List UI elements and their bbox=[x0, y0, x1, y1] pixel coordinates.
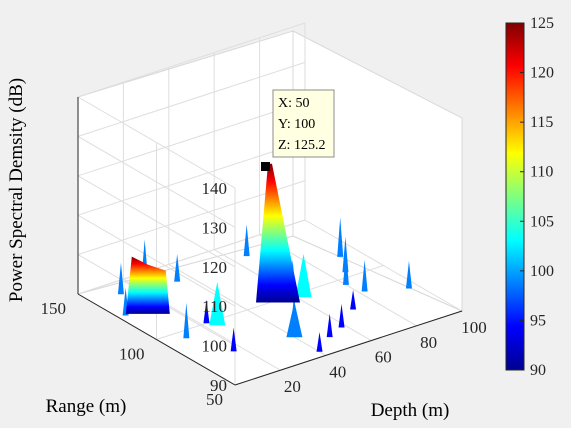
x-tick-label: 100 bbox=[461, 318, 487, 337]
x-axis-label: Depth (m) bbox=[371, 400, 450, 421]
secondary-peak bbox=[125, 256, 170, 314]
minor-peak bbox=[316, 332, 323, 352]
colorbar-tick-label: 115 bbox=[530, 114, 553, 131]
z-tick-label: 90 bbox=[210, 376, 227, 395]
z-tick-label: 110 bbox=[202, 297, 227, 316]
minor-peak bbox=[326, 313, 333, 338]
z-tick-label: 120 bbox=[202, 258, 228, 277]
data-tip-y: Y: 100 bbox=[278, 117, 315, 132]
y-tick-label: 150 bbox=[41, 299, 67, 318]
y-tick-label: 50 bbox=[206, 390, 223, 409]
surface-peaks bbox=[117, 163, 412, 352]
minor-peak bbox=[350, 289, 357, 310]
minor-peak bbox=[337, 217, 344, 257]
minor-peak bbox=[117, 262, 124, 295]
minor-peak bbox=[342, 236, 349, 273]
minor-peak bbox=[174, 254, 181, 282]
minor-peak bbox=[361, 260, 368, 292]
x-axis-line bbox=[234, 310, 463, 386]
z-gridline bbox=[77, 61, 306, 137]
colorbar-tick-label: 125 bbox=[530, 15, 554, 32]
x-tick-label: 60 bbox=[375, 348, 392, 367]
ridge-peak bbox=[286, 301, 303, 338]
data-tip-x: X: 50 bbox=[278, 96, 310, 111]
data-tip-box bbox=[272, 89, 335, 158]
x-tick-label: 40 bbox=[329, 362, 346, 381]
colorbar-tick-label: 110 bbox=[530, 164, 553, 181]
minor-peak bbox=[203, 299, 210, 324]
z-axis-label: Power Spectral Demsity (dB) bbox=[6, 78, 27, 302]
z-tick-label: 100 bbox=[202, 337, 228, 356]
x-tick-label: 20 bbox=[284, 377, 301, 396]
y-tick-label: 100 bbox=[119, 345, 145, 364]
colorbar-tick-label: 90 bbox=[530, 362, 546, 379]
axis-ticks: 90 100 110 120 130 140 20 40 60 80 100 50 100 150 bbox=[41, 179, 487, 409]
minor-peak bbox=[230, 327, 237, 352]
z-gridline bbox=[77, 101, 306, 177]
z-gridline bbox=[77, 140, 306, 216]
y-axis-line bbox=[77, 293, 236, 386]
colorbar-tick-label: 120 bbox=[530, 65, 554, 82]
colorbar-ticks: 90 95 100 105 110 115 120 125 bbox=[520, 15, 554, 379]
colorbar-tick-label: 105 bbox=[530, 213, 554, 230]
colorbar-tick-label: 100 bbox=[530, 263, 554, 280]
peak-marker bbox=[261, 162, 270, 171]
z-gridline bbox=[77, 22, 306, 98]
main-peak bbox=[256, 163, 300, 303]
ridge-peak bbox=[209, 282, 226, 326]
colorbar-tick-label: 95 bbox=[530, 312, 546, 329]
ridge-peak bbox=[295, 253, 312, 298]
data-tip-z: Z: 125.2 bbox=[278, 138, 325, 153]
minor-peak bbox=[338, 303, 345, 328]
colorbar bbox=[505, 22, 525, 371]
minor-peak bbox=[183, 302, 190, 339]
z-tick-label: 140 bbox=[202, 179, 228, 198]
x-tick-label: 80 bbox=[420, 333, 437, 352]
minor-peak bbox=[405, 260, 412, 289]
y-axis-label: Range (m) bbox=[46, 396, 127, 417]
data-tip[interactable]: X: 50 Y: 100 Z: 125.2 bbox=[272, 89, 335, 158]
z-tick-label: 130 bbox=[202, 218, 228, 237]
minor-peak bbox=[243, 224, 250, 257]
